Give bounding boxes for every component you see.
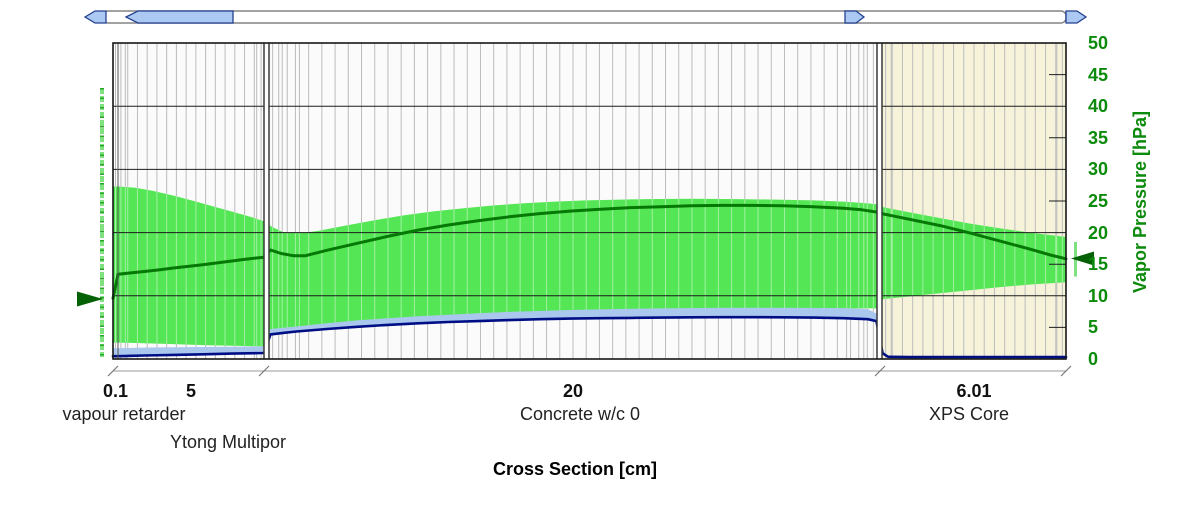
scrollbar-left-arrow-icon[interactable] (83, 10, 107, 24)
y-tick-label: 45 (1088, 64, 1109, 85)
x-axis-title: Cross Section [cm] (492, 459, 658, 479)
scrollbar-position-marker[interactable] (844, 10, 866, 24)
layer-gap (264, 43, 269, 359)
y-tick-label: 20 (1088, 222, 1109, 243)
section-name-label: XPS Core (928, 404, 1010, 424)
scrollbar-thumb[interactable] (124, 10, 234, 24)
dimension-tick (1060, 365, 1072, 377)
right-climate-arrow-icon (1071, 251, 1094, 266)
left-climate-arrow-icon (77, 291, 103, 307)
dimension-tick (107, 365, 119, 377)
section-name-label: Concrete w/c 0 (519, 404, 641, 424)
y-tick-label: 35 (1088, 127, 1109, 148)
dimension-tick (874, 365, 886, 377)
current-profile-line (111, 315, 1068, 359)
section-thickness-label: 0.1 (102, 381, 129, 401)
y-axis-title: Vapor Pressure [hPa] (1130, 110, 1150, 294)
y-tick-label: 10 (1088, 285, 1109, 306)
y-tick-label: 30 (1088, 159, 1109, 180)
layer-gap (877, 43, 882, 359)
section-thickness-label: 6.01 (956, 381, 992, 401)
y-tick-label: 0 (1088, 349, 1099, 369)
section-name-label: Ytong Multipor (169, 432, 287, 452)
section-name-label: vapour retarder (62, 404, 186, 424)
scrollbar-right-arrow-icon[interactable] (1065, 10, 1088, 24)
section-thickness-label: 5 (185, 381, 196, 401)
y-tick-label: 40 (1088, 96, 1109, 117)
y-tick-label: 25 (1088, 191, 1109, 211)
plot-border (112, 42, 1067, 360)
section-thickness-label: 20 (562, 381, 584, 401)
y-tick-label: 50 (1088, 33, 1109, 53)
scrollbar-track[interactable] (102, 10, 1067, 24)
y-tick-label: 5 (1088, 317, 1099, 338)
vapor-pressure-range-band (113, 186, 1066, 347)
y-tick-label: 15 (1088, 254, 1109, 275)
dimension-tick (258, 365, 270, 377)
